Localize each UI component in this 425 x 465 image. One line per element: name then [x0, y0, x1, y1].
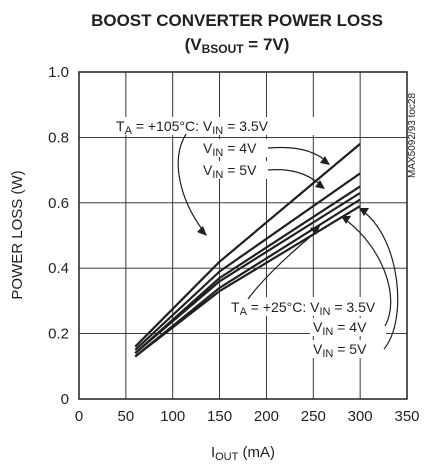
y-tick-label: 1.0 — [48, 64, 69, 81]
leader-hot-5v — [267, 169, 321, 185]
x-tick-label: 100 — [160, 408, 185, 425]
plot-frame — [78, 71, 408, 400]
leader-hot-5v-head — [315, 180, 325, 189]
annotation-mask-cold — [228, 297, 394, 316]
annotation-mask-hot-4v — [200, 139, 274, 157]
x-tick-label: 250 — [301, 408, 326, 425]
chart-subtitle: (VBSOUT = 7V) — [185, 35, 290, 56]
x-tick-label: 350 — [394, 408, 419, 425]
figure-code: MAX5092/93 toc28 — [407, 93, 418, 178]
leader-hot-4v-head — [320, 156, 330, 165]
annotation-mask-cold-5v — [310, 340, 386, 358]
chart-title: BOOST CONVERTER POWER LOSS — [91, 11, 383, 30]
leader-cold-3v5-head — [310, 226, 320, 235]
series-line-1 — [134, 143, 361, 348]
x-tick-label: 50 — [118, 408, 135, 425]
annotation-mask-cold-4v — [310, 318, 386, 336]
annotation-cold-5v: VIN = 5V — [313, 341, 367, 360]
y-axis-label: POWER LOSS (W) — [9, 170, 26, 299]
annotation-hot-4v: VIN = 4V — [203, 140, 257, 159]
leader-hot-3v5 — [177, 133, 205, 233]
x-tick-label: 150 — [207, 408, 232, 425]
leader-cold-5v — [363, 211, 399, 350]
leader-cold-5v-head — [359, 208, 369, 216]
y-tick-label: 0.2 — [48, 326, 69, 343]
x-tick-label: 200 — [254, 408, 279, 425]
y-tick-label: 0 — [61, 391, 69, 408]
annotation-mask-hot — [116, 117, 330, 135]
leader-cold-3v5 — [247, 231, 317, 300]
y-tick-label: 0.4 — [48, 260, 69, 277]
y-tick-label: 0.8 — [48, 129, 69, 146]
x-axis-ticks: 0 50 100 150 200 250 300 350 — [75, 408, 420, 425]
leader-cold-4v — [345, 219, 392, 327]
leader-cold-4v-head — [341, 216, 351, 224]
annotations: TA = +105°C: VIN = 3.5V VIN = 4V VIN = 5… — [116, 117, 399, 360]
x-tick-label: 300 — [348, 408, 373, 425]
y-axis-ticks: 0 0.2 0.4 0.6 0.8 1.0 — [48, 64, 69, 408]
x-axis-label: IOUT (mA) — [211, 444, 275, 463]
annotation-hot-5v: VIN = 5V — [203, 162, 257, 181]
leader-hot-4v — [267, 146, 326, 161]
annotation-cold-4v: VIN = 4V — [313, 319, 367, 338]
annotation-mask-hot-5v — [200, 161, 274, 179]
annotation-cold-group: TA = +25°C: VIN = 3.5V — [231, 299, 376, 318]
leader-hot-3v5-head — [197, 226, 207, 236]
series-line-2 — [134, 172, 361, 351]
annotation-hot-group: TA = +105°C: VIN = 3.5V — [116, 118, 269, 137]
series-line-4 — [134, 192, 361, 355]
y-tick-label: 0.6 — [48, 195, 69, 212]
x-tick-label: 0 — [75, 408, 83, 425]
